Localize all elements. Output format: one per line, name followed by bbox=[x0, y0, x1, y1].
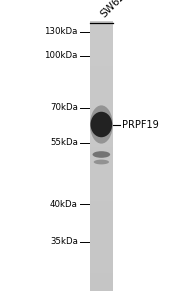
Bar bbox=[90, 237, 113, 246]
Bar bbox=[90, 93, 113, 102]
Bar bbox=[90, 147, 113, 156]
Bar bbox=[90, 84, 113, 93]
Bar bbox=[90, 102, 113, 111]
Bar bbox=[90, 75, 113, 84]
Bar bbox=[90, 210, 113, 219]
Text: 130kDa: 130kDa bbox=[45, 27, 78, 36]
Bar bbox=[90, 192, 113, 201]
Text: 40kDa: 40kDa bbox=[50, 200, 78, 208]
Text: 100kDa: 100kDa bbox=[45, 51, 78, 60]
Ellipse shape bbox=[94, 160, 109, 164]
Bar bbox=[90, 183, 113, 192]
Bar bbox=[90, 111, 113, 120]
Text: 70kDa: 70kDa bbox=[50, 103, 78, 112]
Bar bbox=[90, 255, 113, 264]
Bar bbox=[90, 66, 113, 75]
Ellipse shape bbox=[92, 151, 110, 158]
Bar bbox=[90, 39, 113, 48]
Bar bbox=[90, 21, 113, 291]
Bar bbox=[90, 120, 113, 129]
Text: PRPF19: PRPF19 bbox=[122, 119, 159, 130]
Bar bbox=[90, 129, 113, 138]
Ellipse shape bbox=[90, 112, 112, 137]
Text: 55kDa: 55kDa bbox=[50, 138, 78, 147]
Bar bbox=[90, 21, 113, 30]
Text: SW620: SW620 bbox=[99, 0, 132, 20]
Bar bbox=[90, 219, 113, 228]
Bar bbox=[90, 165, 113, 174]
Bar bbox=[90, 228, 113, 237]
Bar bbox=[90, 30, 113, 39]
Ellipse shape bbox=[90, 105, 113, 144]
Bar bbox=[90, 201, 113, 210]
Bar bbox=[90, 264, 113, 273]
Text: 35kDa: 35kDa bbox=[50, 237, 78, 246]
Bar bbox=[90, 48, 113, 57]
Bar bbox=[90, 156, 113, 165]
Bar bbox=[90, 174, 113, 183]
Bar bbox=[90, 246, 113, 255]
Bar bbox=[90, 57, 113, 66]
Bar bbox=[90, 273, 113, 282]
Bar bbox=[90, 138, 113, 147]
Bar bbox=[90, 282, 113, 291]
